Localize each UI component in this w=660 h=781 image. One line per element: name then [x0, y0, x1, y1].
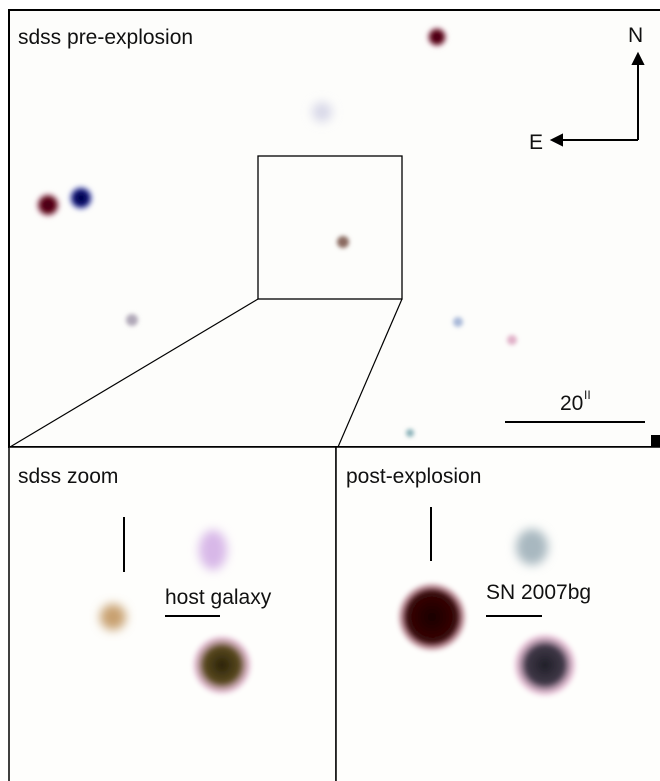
- compass-north: N: [628, 24, 643, 47]
- star: [35, 192, 61, 218]
- panel-frame: [8, 446, 337, 781]
- source: [199, 530, 227, 570]
- zoom-line: [337, 298, 403, 448]
- compass-east: E: [529, 131, 543, 154]
- post-explosion-panel: post-explosion SN 2007bg: [335, 446, 660, 781]
- supernova: [396, 581, 468, 653]
- panel-frame: [8, 9, 660, 448]
- source: [406, 429, 414, 437]
- zoom-line: [9, 298, 259, 448]
- pre-explosion-panel: sdss pre-explosion N E 20 II: [8, 9, 660, 448]
- edge-source: [651, 435, 660, 446]
- zoom-panel: sdss zoom host galaxy: [8, 446, 337, 781]
- source: [126, 314, 138, 326]
- host-galaxy: [511, 631, 579, 699]
- source: [100, 604, 126, 630]
- source: [312, 102, 332, 122]
- compass: [549, 51, 645, 147]
- zoom-box: [257, 155, 403, 300]
- panel-frame: [335, 446, 660, 781]
- arrow-head: [631, 51, 645, 65]
- scale-unit: II: [584, 388, 591, 402]
- panel-title: post-explosion: [346, 465, 481, 488]
- panel-title: sdss pre-explosion: [18, 26, 193, 49]
- source: [516, 529, 548, 565]
- panel-title: sdss zoom: [18, 465, 118, 488]
- source: [507, 335, 517, 345]
- annotation: SN 2007bg: [486, 581, 591, 604]
- star: [426, 26, 448, 48]
- host-galaxy: [190, 633, 254, 697]
- arrow-head: [549, 133, 563, 147]
- galaxy: [337, 236, 349, 248]
- scale-label: 20: [560, 392, 583, 415]
- source: [453, 317, 463, 327]
- star: [68, 185, 94, 211]
- annotation: host galaxy: [165, 586, 272, 609]
